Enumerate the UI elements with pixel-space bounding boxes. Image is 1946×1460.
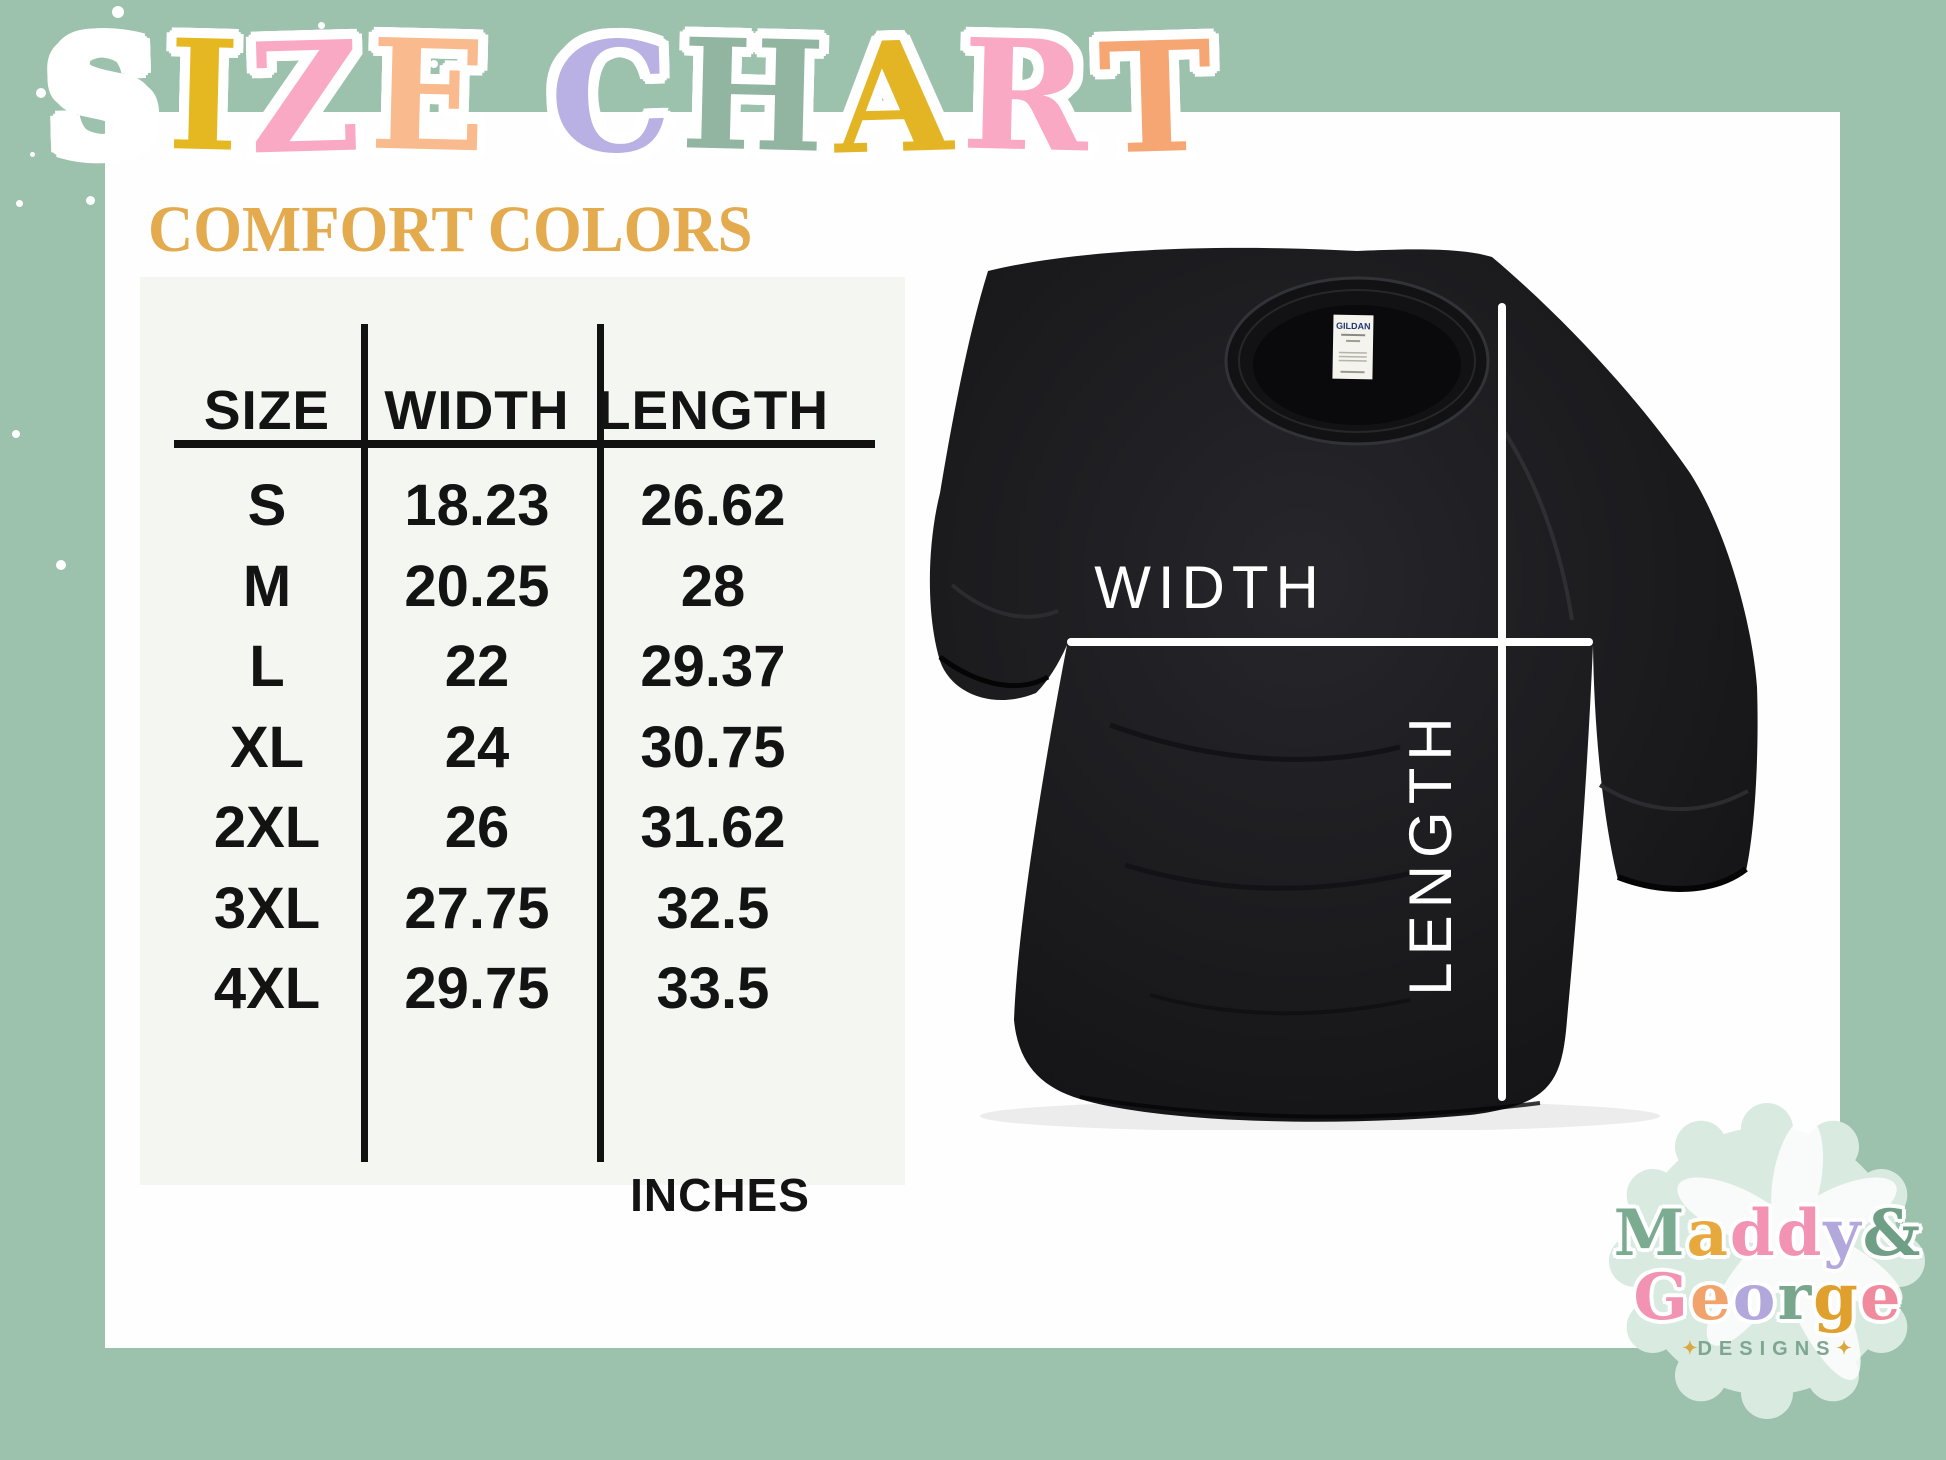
- brand-name-letter: d: [1776, 1196, 1822, 1271]
- width-label: WIDTH: [1094, 554, 1326, 621]
- collar-stitch: [1238, 289, 1476, 433]
- size-table-panel: [140, 277, 905, 1185]
- table-cell: 3XL: [213, 876, 321, 941]
- decor-dot: [36, 88, 46, 98]
- sparkle-icon: ✦: [1836, 1338, 1852, 1358]
- hem-shadow: [1079, 1095, 1541, 1119]
- wrinkle: [1109, 722, 1401, 762]
- decor-dot: [16, 200, 23, 207]
- table-row: L 22 29.37: [140, 635, 905, 699]
- table-cell: 26.62: [640, 473, 786, 538]
- decor-dot: [112, 6, 124, 18]
- table-cell: 30.75: [640, 715, 786, 780]
- table-cell: 32.5: [656, 876, 770, 941]
- tshirt-photo: GILDAN WIDTH LENGTH: [929, 247, 1758, 1130]
- table-cell: 31.62: [640, 795, 786, 860]
- decor-dot: [86, 196, 95, 205]
- width-line: [1067, 638, 1593, 646]
- table-cell: 24: [444, 715, 510, 780]
- table-row: 2XL 26 31.62: [140, 796, 905, 860]
- table-header-row: SIZE WIDTH LENGTH: [140, 378, 905, 442]
- table-cell: 28: [680, 554, 746, 619]
- table-cell: 20.25: [404, 554, 550, 619]
- table-header-cell: WIDTH: [384, 379, 570, 441]
- brand-name-letter: g: [1813, 1260, 1858, 1335]
- badge-scallop: [1609, 1103, 1925, 1419]
- brand-name-letter: M: [1613, 1196, 1685, 1271]
- gildan-logo-text: GILDAN: [1336, 321, 1371, 332]
- brand-name-letter: r: [1777, 1260, 1812, 1335]
- decor-dot: [12, 430, 20, 438]
- table-column-line: [597, 324, 604, 1162]
- shirt-body: [929, 247, 1758, 1122]
- table-cell: 4XL: [213, 956, 321, 1021]
- table-cell: M: [242, 554, 292, 619]
- table-cell: 27.75: [404, 876, 550, 941]
- table-cell: XL: [229, 715, 305, 780]
- table-header-cell: SIZE: [203, 379, 331, 441]
- brand-name-letter: d: [1729, 1196, 1775, 1271]
- length-line: [1498, 303, 1506, 1101]
- table-cell: 22: [444, 634, 510, 699]
- decor-dot: [208, 64, 217, 73]
- table-cell: 29.37: [640, 634, 786, 699]
- length-label: LENGTH: [1397, 710, 1464, 995]
- table-row: 4XL 29.75 33.5: [140, 957, 905, 1021]
- brand-name-letter: e: [1859, 1260, 1901, 1335]
- sleeve-cuff-fold: [1616, 866, 1748, 892]
- care-tag: GILDAN: [1332, 314, 1374, 380]
- table-cell: 29.75: [404, 956, 550, 1021]
- wrinkle: [1149, 993, 1411, 1016]
- brand-name-letter: y: [1823, 1196, 1861, 1271]
- table-cell: 18.23: [404, 473, 550, 538]
- sparkle-icon: ✦: [1682, 1338, 1698, 1358]
- table-column-line: [361, 324, 368, 1162]
- table-row: M 20.25 28: [140, 555, 905, 619]
- table-row: S 18.23 26.62: [140, 474, 905, 538]
- decor-dot: [430, 60, 438, 68]
- title-letter: R: [960, 4, 1091, 187]
- sleeve-cuff-fold: [950, 583, 1059, 619]
- table-cell: 26: [444, 795, 510, 860]
- brand-subtext-label: DESIGNS: [1697, 1338, 1837, 1360]
- table-cell: L: [249, 634, 285, 699]
- sleeve-cuff-fold: [938, 654, 1050, 689]
- decor-dot: [318, 22, 325, 29]
- table-cell: 2XL: [213, 795, 321, 860]
- brand-name-letter: a: [1686, 1196, 1728, 1271]
- units-label: INCHES: [630, 1169, 810, 1221]
- table-header-cell: LENGTH: [596, 379, 830, 441]
- table-row: 3XL 27.75 32.5: [140, 877, 905, 941]
- table-row: XL 24 30.75: [140, 716, 905, 780]
- size-table: SIZE WIDTH LENGTH S 18.23 26.62 M 20.25 28 L 22 29.…: [140, 0, 905, 1185]
- brand-subtext: ✦DESIGNS✦: [1612, 1338, 1922, 1361]
- table-header-line: [174, 440, 875, 448]
- subtitle: COMFORT COLORS: [148, 193, 753, 266]
- decor-dot: [56, 560, 66, 570]
- brand-name-letter: &: [1862, 1196, 1921, 1271]
- brand-name-letter: G: [1633, 1260, 1689, 1335]
- sleeve-cuff-fold: [1598, 783, 1749, 812]
- wrinkle: [1498, 423, 1574, 621]
- table-cell: 33.5: [656, 956, 770, 1021]
- daisy-icon: [1677, 1117, 1903, 1380]
- decor-dot: [30, 152, 35, 157]
- brand-name-letter: o: [1732, 1260, 1776, 1335]
- brand-name-letter: e: [1690, 1260, 1731, 1335]
- table-cell: S: [247, 473, 287, 538]
- wrinkle: [1124, 862, 1421, 891]
- title-letter: T: [1096, 6, 1215, 189]
